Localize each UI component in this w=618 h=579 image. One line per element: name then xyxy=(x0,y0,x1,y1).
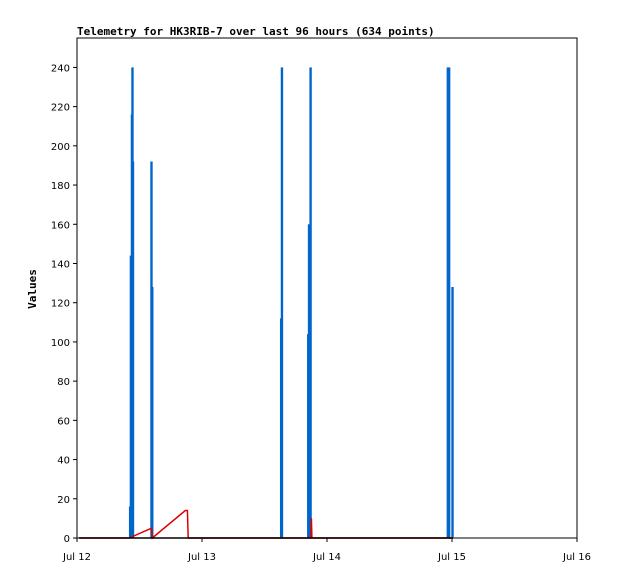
y-tick-label: 140 xyxy=(51,259,70,270)
x-tick-label: Jul 14 xyxy=(312,552,341,563)
y-tick-label: 80 xyxy=(57,377,70,388)
y-tick-label: 20 xyxy=(57,495,70,506)
data-bar xyxy=(309,67,312,538)
x-tick-label: Jul 16 xyxy=(562,552,591,563)
x-tick-label: Jul 13 xyxy=(187,552,216,563)
series-1 xyxy=(79,509,453,540)
data-bar xyxy=(451,287,454,538)
y-tick-label: 120 xyxy=(51,299,70,310)
data-bar xyxy=(131,161,135,538)
x-tick-label: Jul 15 xyxy=(437,552,466,563)
y-axis-label: Values xyxy=(26,269,39,309)
data-bar xyxy=(151,287,154,538)
y-tick-label: 220 xyxy=(51,103,70,114)
y-tick-label: 0 xyxy=(64,534,70,545)
y-tick-label: 160 xyxy=(51,220,70,231)
series-line xyxy=(79,509,453,540)
x-tick-label: Jul 12 xyxy=(62,552,91,563)
data-bar xyxy=(446,67,450,538)
y-tick-label: 240 xyxy=(51,63,70,74)
series-layer xyxy=(79,67,454,540)
data-bar xyxy=(447,67,451,538)
y-tick-label: 40 xyxy=(57,456,70,467)
y-tick-label: 200 xyxy=(51,142,70,153)
chart-title: Telemetry for HK3RIB-7 over last 96 hour… xyxy=(77,25,435,38)
series-0 xyxy=(128,67,454,539)
data-bar xyxy=(280,67,284,538)
x-axis: Jul 12 Jul 13 Jul 14 Jul 15 Jul 16 xyxy=(62,538,591,563)
y-tick-label: 100 xyxy=(51,338,70,349)
y-tick-label: 60 xyxy=(57,416,70,427)
y-axis: 0 20 40 60 80 100 120 140 160 180 200 220 240 xyxy=(51,63,77,545)
y-tick-label: 180 xyxy=(51,181,70,192)
